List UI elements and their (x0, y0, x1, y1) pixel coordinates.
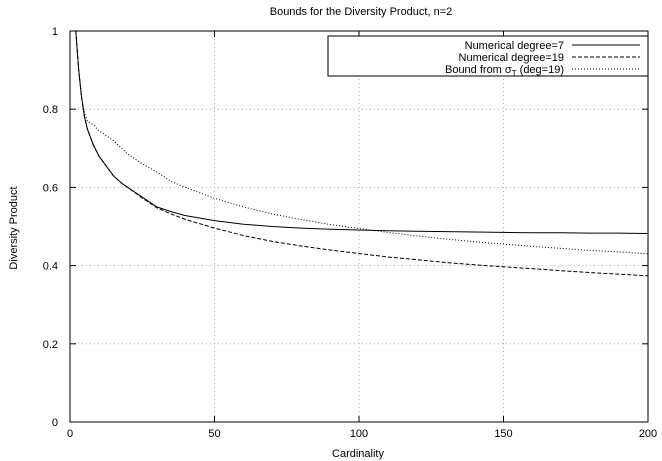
x-axis-label: Cardinality (332, 448, 384, 460)
y-tick-label: 0.2 (43, 339, 58, 351)
y-axis-label: Diversity Product (8, 186, 20, 269)
legend-box (327, 35, 649, 77)
y-tick-label: 0.4 (43, 261, 58, 273)
tick-labels: 0 50 100 150 200 0 0.2 0.4 0.6 0.8 1 (43, 26, 657, 440)
x-tick-label: 50 (208, 428, 220, 440)
y-tick-label: 0.6 (43, 182, 58, 194)
x-tick-label: 100 (350, 428, 368, 440)
y-tick-label: 0 (52, 417, 58, 429)
series-layer (75, 30, 649, 277)
x-tick-label: 200 (639, 428, 657, 440)
legend-label-series-1: Numerical degree=7 (465, 40, 564, 52)
grid (70, 31, 648, 422)
series-line-2 (75, 30, 649, 277)
chart-title: Bounds for the Diversity Product, n=2 (270, 6, 453, 18)
y-tick-label: 1 (52, 26, 58, 38)
legend-label-series-3: Bound from σT (deg=19) (445, 64, 564, 78)
legend: Numerical degree=7 Numerical degree=19 B… (327, 35, 649, 78)
legend-label-series-2: Numerical degree=19 (459, 52, 564, 64)
y-tick-label: 0.8 (43, 104, 58, 116)
x-tick-label: 150 (494, 428, 512, 440)
x-tick-label: 0 (67, 428, 73, 440)
